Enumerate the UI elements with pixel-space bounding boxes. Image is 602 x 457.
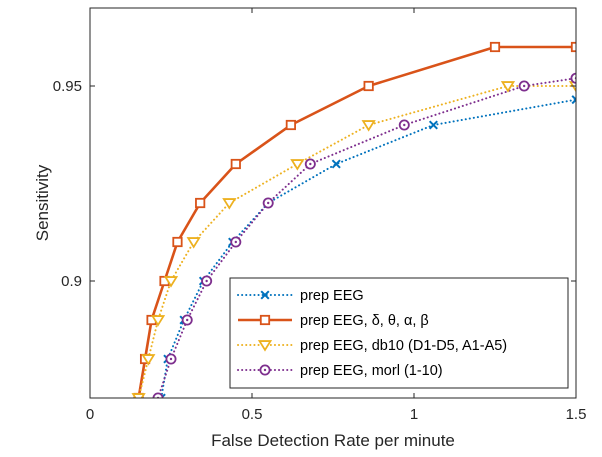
data-point <box>172 236 183 248</box>
data-point <box>230 236 242 248</box>
data-point <box>398 119 410 131</box>
data-point <box>165 353 177 365</box>
y-tick-label: 0.9 <box>61 273 82 290</box>
series-line <box>160 98 576 398</box>
legend-label: prep EEG, morl (1-10) <box>300 363 443 379</box>
y-tick-label: 0.95 <box>53 78 82 95</box>
data-point <box>489 41 501 53</box>
series-line <box>157 77 576 398</box>
data-point <box>290 159 305 171</box>
data-point <box>331 159 341 169</box>
data-point <box>201 275 213 287</box>
data-point <box>150 315 166 327</box>
legend-marker <box>257 340 273 352</box>
data-point <box>163 276 179 288</box>
data-point <box>500 81 516 93</box>
x-tick-label: 1 <box>410 406 418 423</box>
legend-marker <box>259 364 271 376</box>
legend-marker <box>259 314 271 326</box>
data-point <box>361 120 376 132</box>
plot-frame <box>89 7 577 399</box>
legend-label: prep EEG, db10 (D1-D5, A1-A5) <box>300 338 507 354</box>
data-point <box>304 158 316 170</box>
legend-label: prep EEG, δ, θ, α, β <box>300 313 429 329</box>
data-point <box>181 314 193 326</box>
series-layer <box>131 41 576 398</box>
data-point <box>186 237 201 249</box>
data-point <box>518 80 530 92</box>
legend-label: prep EEG <box>300 288 364 304</box>
x-tick-label: 0 <box>86 406 94 423</box>
data-point <box>230 158 241 170</box>
series-line <box>137 85 576 398</box>
data-point <box>570 72 576 84</box>
legend: prep EEG prep EEG, δ, θ, α, β prep EEG, db… <box>229 277 569 389</box>
data-point <box>131 393 146 398</box>
data-point <box>195 197 206 209</box>
data-point <box>363 80 374 92</box>
x-tick-label: 1.5 <box>566 406 587 423</box>
x-tick-label: 0.5 <box>242 406 263 423</box>
y-axis-label: Sensitivity <box>33 164 52 241</box>
data-point <box>141 354 156 366</box>
data-point <box>428 120 438 130</box>
data-point <box>262 197 274 209</box>
tick-layer: 0 0.5 1 1.5 0.9 0.95 <box>53 8 587 423</box>
data-point <box>571 95 576 105</box>
legend-marker <box>260 290 270 300</box>
x-axis-label: False Detection Rate per minute <box>211 431 455 450</box>
data-point <box>285 119 296 131</box>
data-point <box>222 198 237 210</box>
